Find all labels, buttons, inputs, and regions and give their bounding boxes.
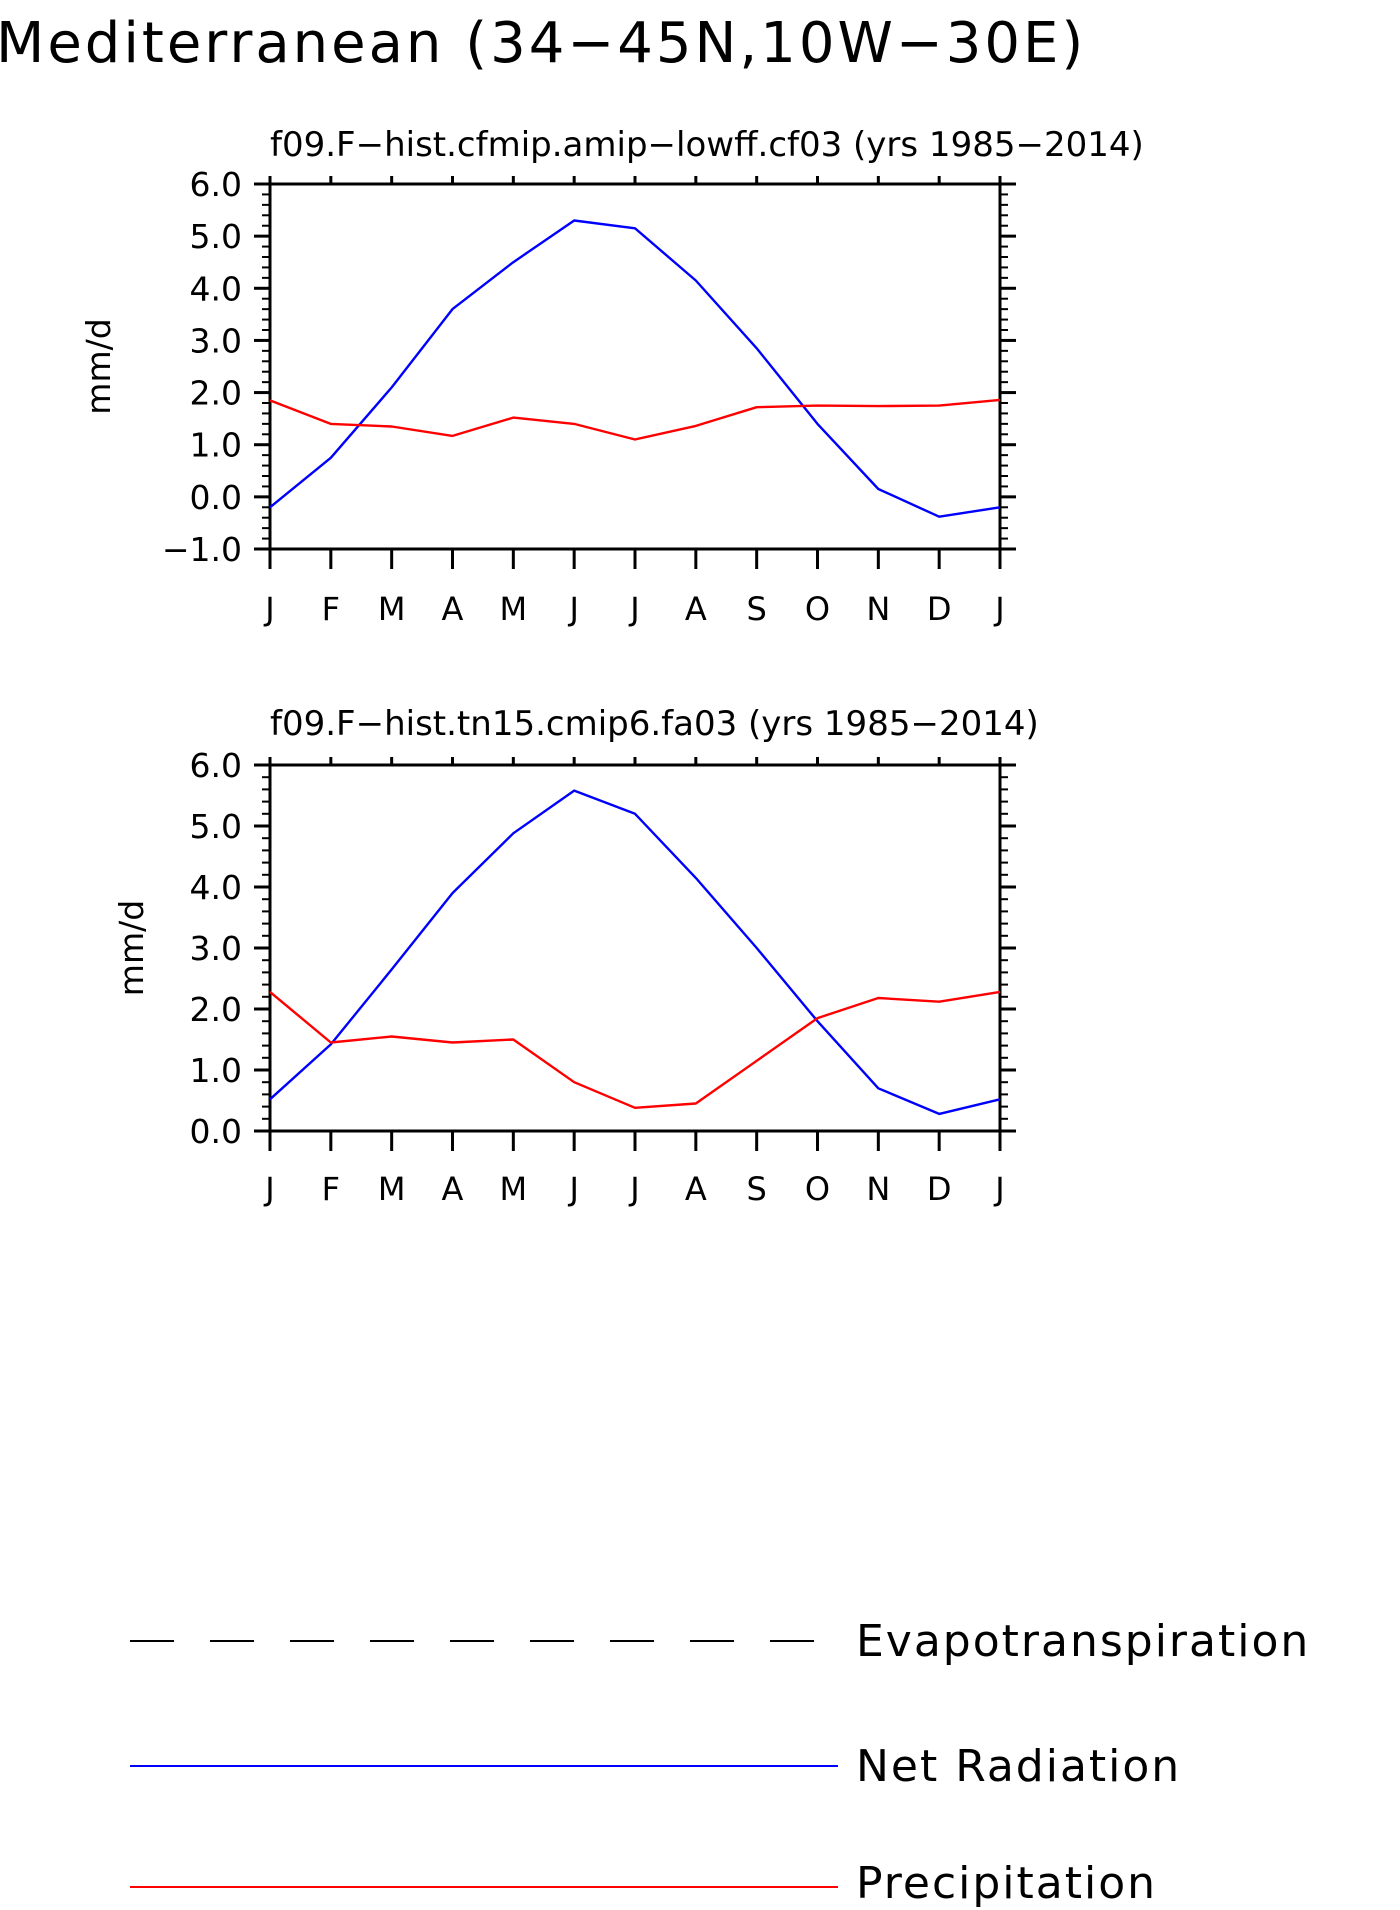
x-tick-label: J [263,1170,274,1208]
legend-item-evapotranspiration: Evapotranspiration [130,1616,1310,1667]
y-axis-label: mm/d [79,318,118,414]
x-tick-label: A [685,1170,707,1208]
x-tick-label: J [628,1170,639,1208]
panel-title: f09.F−hist.tn15.cmip6.fa03 (yrs 1985−201… [270,704,1039,744]
y-tick-label: 3.0 [190,321,242,360]
legend-label-net-radiation: Net Radiation [856,1741,1181,1792]
x-tick-label: M [500,1170,528,1208]
x-tick-label: J [993,590,1004,628]
x-tick-label: F [322,1170,340,1208]
panel-title: f09.F−hist.cfmip.amip−lowff.cf03 (yrs 19… [270,125,1144,165]
legend-item-precipitation: Precipitation [130,1858,1157,1909]
legend: Evapotranspiration Net Radiation Precipi… [130,1616,1310,1909]
y-tick-label: −1.0 [162,530,242,569]
y-tick-label: 2.0 [190,374,242,413]
series-line-precipitation [269,398,1001,441]
x-tick-label: J [993,1170,1004,1208]
plot-frame [268,763,1002,1133]
x-tick-label: N [866,590,890,628]
y-tick-label: 1.0 [190,1051,242,1090]
x-tick-label: J [263,590,274,628]
x-tick-label: J [567,590,578,628]
x-tick-label: D [927,590,952,628]
x-tick-label: O [805,1170,830,1208]
x-tick-label: O [805,590,830,628]
legend-label-evapotranspiration: Evapotranspiration [856,1616,1310,1667]
y-tick-label: 2.0 [190,990,242,1029]
x-tick-label: N [866,1170,890,1208]
x-tick-label: J [567,1170,578,1208]
y-tick-label: 0.0 [190,478,242,517]
x-tick-label: A [685,590,707,628]
legend-label-precipitation: Precipitation [856,1858,1157,1909]
x-tick-label: M [378,590,406,628]
chart-panel-2: f09.F−hist.tn15.cmip6.fa03 (yrs 1985−201… [112,704,1039,1208]
x-tick-label: S [747,1170,767,1208]
y-tick-label: 5.0 [190,807,242,846]
series-line-net-radiation [269,219,1001,518]
x-tick-label: D [927,1170,952,1208]
y-tick-label: 6.0 [190,746,242,785]
y-tick-label: 1.0 [190,426,242,465]
main-title: Mediterranean (34−45N,10W−30E) [0,11,1086,76]
x-tick-label: M [378,1170,406,1208]
y-tick-label: 3.0 [190,929,242,968]
y-tick-label: 6.0 [190,165,242,204]
y-tick-label: 4.0 [190,269,242,308]
x-tick-label: A [442,1170,464,1208]
x-tick-label: F [322,590,340,628]
y-tick-label: 0.0 [190,1112,242,1151]
y-tick-label: 5.0 [190,217,242,256]
series-line-precipitation [269,990,1001,1110]
x-tick-label: J [628,590,639,628]
series-line-net-radiation [269,789,1001,1116]
x-tick-label: S [747,590,767,628]
x-tick-label: M [500,590,528,628]
legend-item-net-radiation: Net Radiation [130,1741,1181,1792]
y-axis-label: mm/d [112,900,151,996]
chart-panel-1: f09.F−hist.cfmip.amip−lowff.cf03 (yrs 19… [79,125,1144,628]
x-tick-label: A [442,590,464,628]
y-tick-label: 4.0 [190,868,242,907]
